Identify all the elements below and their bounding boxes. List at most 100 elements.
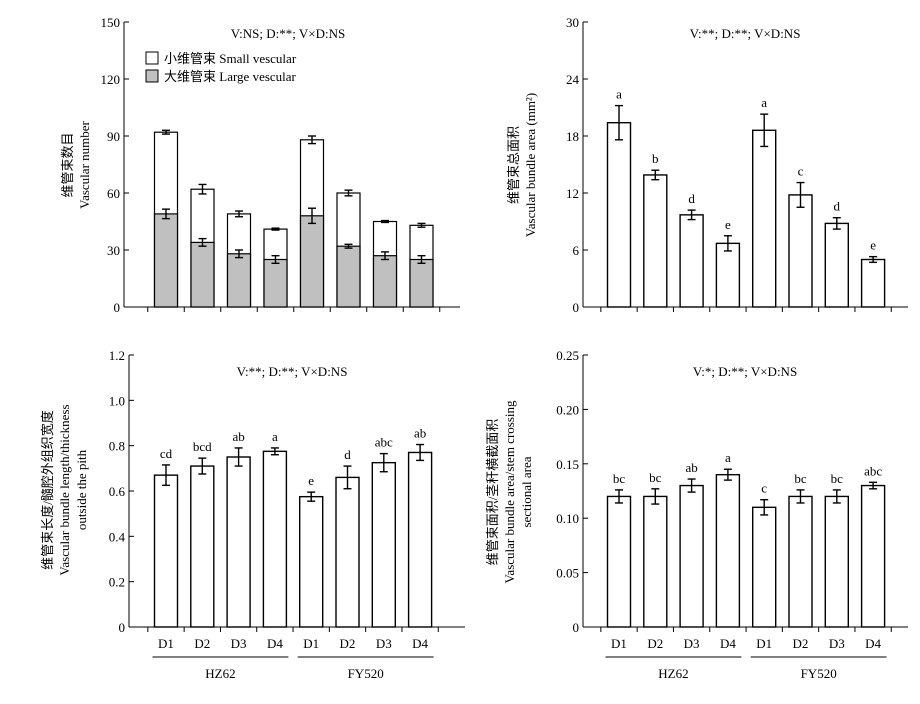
panel-length-thickness-ratio: V:**; D:**; V×D:NS 维管束长度/髓腔外组织宽度 Vascula… bbox=[40, 348, 465, 635]
y-axis-label-en-line2: sectional area bbox=[519, 456, 534, 527]
significance-letter: a bbox=[272, 429, 278, 444]
significance-letter: d bbox=[834, 199, 841, 214]
bar bbox=[371, 461, 396, 628]
y-tick-label: 30 bbox=[566, 15, 579, 30]
legend: 小维管束 Small vescular 大维管束 Large vescular bbox=[145, 51, 297, 84]
bar bbox=[606, 495, 632, 628]
significance-letter: ab bbox=[685, 460, 697, 475]
significance-letter: b bbox=[652, 151, 659, 166]
bar bbox=[715, 242, 741, 308]
y-tick-label: 0.25 bbox=[556, 348, 579, 363]
bar bbox=[715, 473, 741, 628]
y-tick-label: 12 bbox=[566, 186, 579, 201]
x-tick-label: D4 bbox=[267, 636, 283, 651]
x-tick-label: D3 bbox=[829, 636, 845, 651]
x-tick-label: D3 bbox=[376, 636, 392, 651]
panel-area-ratio: V:*; D:**; V×D:NS 维管束面积/茎秆横截面积 Vascular … bbox=[485, 348, 908, 635]
y-tick-label: 60 bbox=[107, 186, 120, 201]
y-tick-label: 0.6 bbox=[109, 484, 126, 499]
y-tick-label: 150 bbox=[101, 15, 121, 30]
significance-letter: bcd bbox=[193, 439, 212, 454]
y-axis-label-en: Vascular bundle area (mm²) bbox=[523, 93, 538, 237]
y-tick-label: 0.8 bbox=[109, 439, 125, 454]
y-tick-label: 90 bbox=[107, 129, 120, 144]
significance-letter: c bbox=[798, 164, 804, 179]
bar bbox=[335, 476, 360, 628]
bar bbox=[679, 484, 704, 628]
bar bbox=[679, 214, 704, 308]
bar-large-vescular bbox=[263, 258, 288, 308]
y-axis-label-en-line2: outside the pith bbox=[74, 449, 89, 530]
y-axis-label-en: Vascular bundle length/thickness bbox=[57, 404, 72, 575]
x-tick-label: D4 bbox=[865, 636, 881, 651]
bar bbox=[752, 506, 777, 628]
y-tick-label: 0.2 bbox=[109, 575, 125, 590]
y-tick-label: 120 bbox=[101, 72, 121, 87]
x-tick-label: D2 bbox=[194, 636, 210, 651]
significance-letter: e bbox=[725, 217, 731, 232]
y-tick-label: 0.20 bbox=[556, 402, 579, 417]
y-axis-label-cn: 维管束数目 bbox=[60, 132, 75, 197]
panel-vascular-bundle-area: V:**; D:**; V×D:NS 维管束总面积 Vascular bundl… bbox=[506, 15, 908, 315]
bar bbox=[190, 465, 215, 628]
significance-letter: bc bbox=[649, 470, 662, 485]
significance-letter: e bbox=[870, 238, 876, 253]
x-tick-label: D2 bbox=[793, 636, 809, 651]
panel-annotation: V:NS; D:**; V×D:NS bbox=[231, 26, 345, 41]
significance-letter: abc bbox=[375, 435, 393, 450]
x-axis-groups: D1 D2 D3 D4 HZ62 D1 D2 D3 D4 FY520 D1 D2 D3 D4 HZ62 D1 D… bbox=[152, 636, 887, 681]
bar bbox=[824, 495, 849, 628]
significance-letter: d bbox=[688, 191, 695, 206]
x-tick-label: D1 bbox=[158, 636, 174, 651]
significance-letter: ab bbox=[414, 426, 426, 441]
panel-annotation: V:**; D:**; V×D:NS bbox=[690, 26, 801, 41]
x-tick-label: D3 bbox=[684, 636, 700, 651]
group-label: HZ62 bbox=[658, 666, 688, 681]
y-tick-label: 30 bbox=[107, 243, 120, 258]
y-axis-label-cn: 维管束面积/茎秆横截面积 bbox=[485, 419, 500, 566]
significance-letter: bc bbox=[613, 471, 626, 486]
y-tick-label: 0 bbox=[573, 620, 580, 635]
bar-large-vescular bbox=[226, 253, 252, 308]
bar bbox=[226, 456, 251, 628]
y-tick-label: 0.10 bbox=[556, 511, 579, 526]
significance-letter: c bbox=[761, 481, 767, 496]
y-tick-label: 0.15 bbox=[556, 457, 579, 472]
bar bbox=[788, 495, 813, 628]
bar bbox=[606, 121, 632, 308]
legend-swatch-large bbox=[145, 69, 159, 83]
bar bbox=[299, 495, 324, 628]
significance-letter: e bbox=[308, 473, 314, 488]
x-tick-label: D4 bbox=[412, 636, 428, 651]
significance-letter: d bbox=[344, 447, 351, 462]
bar bbox=[824, 222, 849, 308]
bar bbox=[752, 129, 777, 308]
y-tick-label: 0 bbox=[573, 300, 580, 315]
panel-vascular-number: V:NS; D:**; V×D:NS 小维管束 Small vescular 大… bbox=[60, 15, 460, 315]
bar-large-vescular bbox=[299, 215, 325, 308]
panel-annotation: V:*; D:**; V×D:NS bbox=[693, 364, 797, 379]
x-tick-label: D2 bbox=[340, 636, 356, 651]
bar-large-vescular bbox=[190, 241, 215, 308]
legend-swatch-small bbox=[145, 51, 159, 65]
x-tick-label: D3 bbox=[231, 636, 247, 651]
y-tick-label: 18 bbox=[566, 129, 579, 144]
y-axis-label-cn: 维管束长度/髓腔外组织宽度 bbox=[40, 410, 55, 570]
significance-letter: abc bbox=[864, 463, 882, 478]
significance-letter: bc bbox=[794, 471, 807, 486]
significance-letter: bc bbox=[831, 471, 844, 486]
x-tick-label: D1 bbox=[756, 636, 772, 651]
y-axis-label-cn: 维管束总面积 bbox=[506, 126, 521, 204]
bar-large-vescular bbox=[372, 255, 398, 308]
significance-letter: a bbox=[761, 95, 767, 110]
group-label: FY520 bbox=[348, 666, 384, 681]
bar bbox=[643, 495, 668, 628]
bar bbox=[643, 174, 668, 308]
x-tick-label: D4 bbox=[720, 636, 736, 651]
y-tick-label: 6 bbox=[573, 243, 580, 258]
group-label: HZ62 bbox=[205, 666, 235, 681]
y-tick-label: 0 bbox=[114, 300, 121, 315]
significance-letter: a bbox=[616, 87, 622, 102]
y-tick-label: 1.2 bbox=[109, 348, 125, 363]
